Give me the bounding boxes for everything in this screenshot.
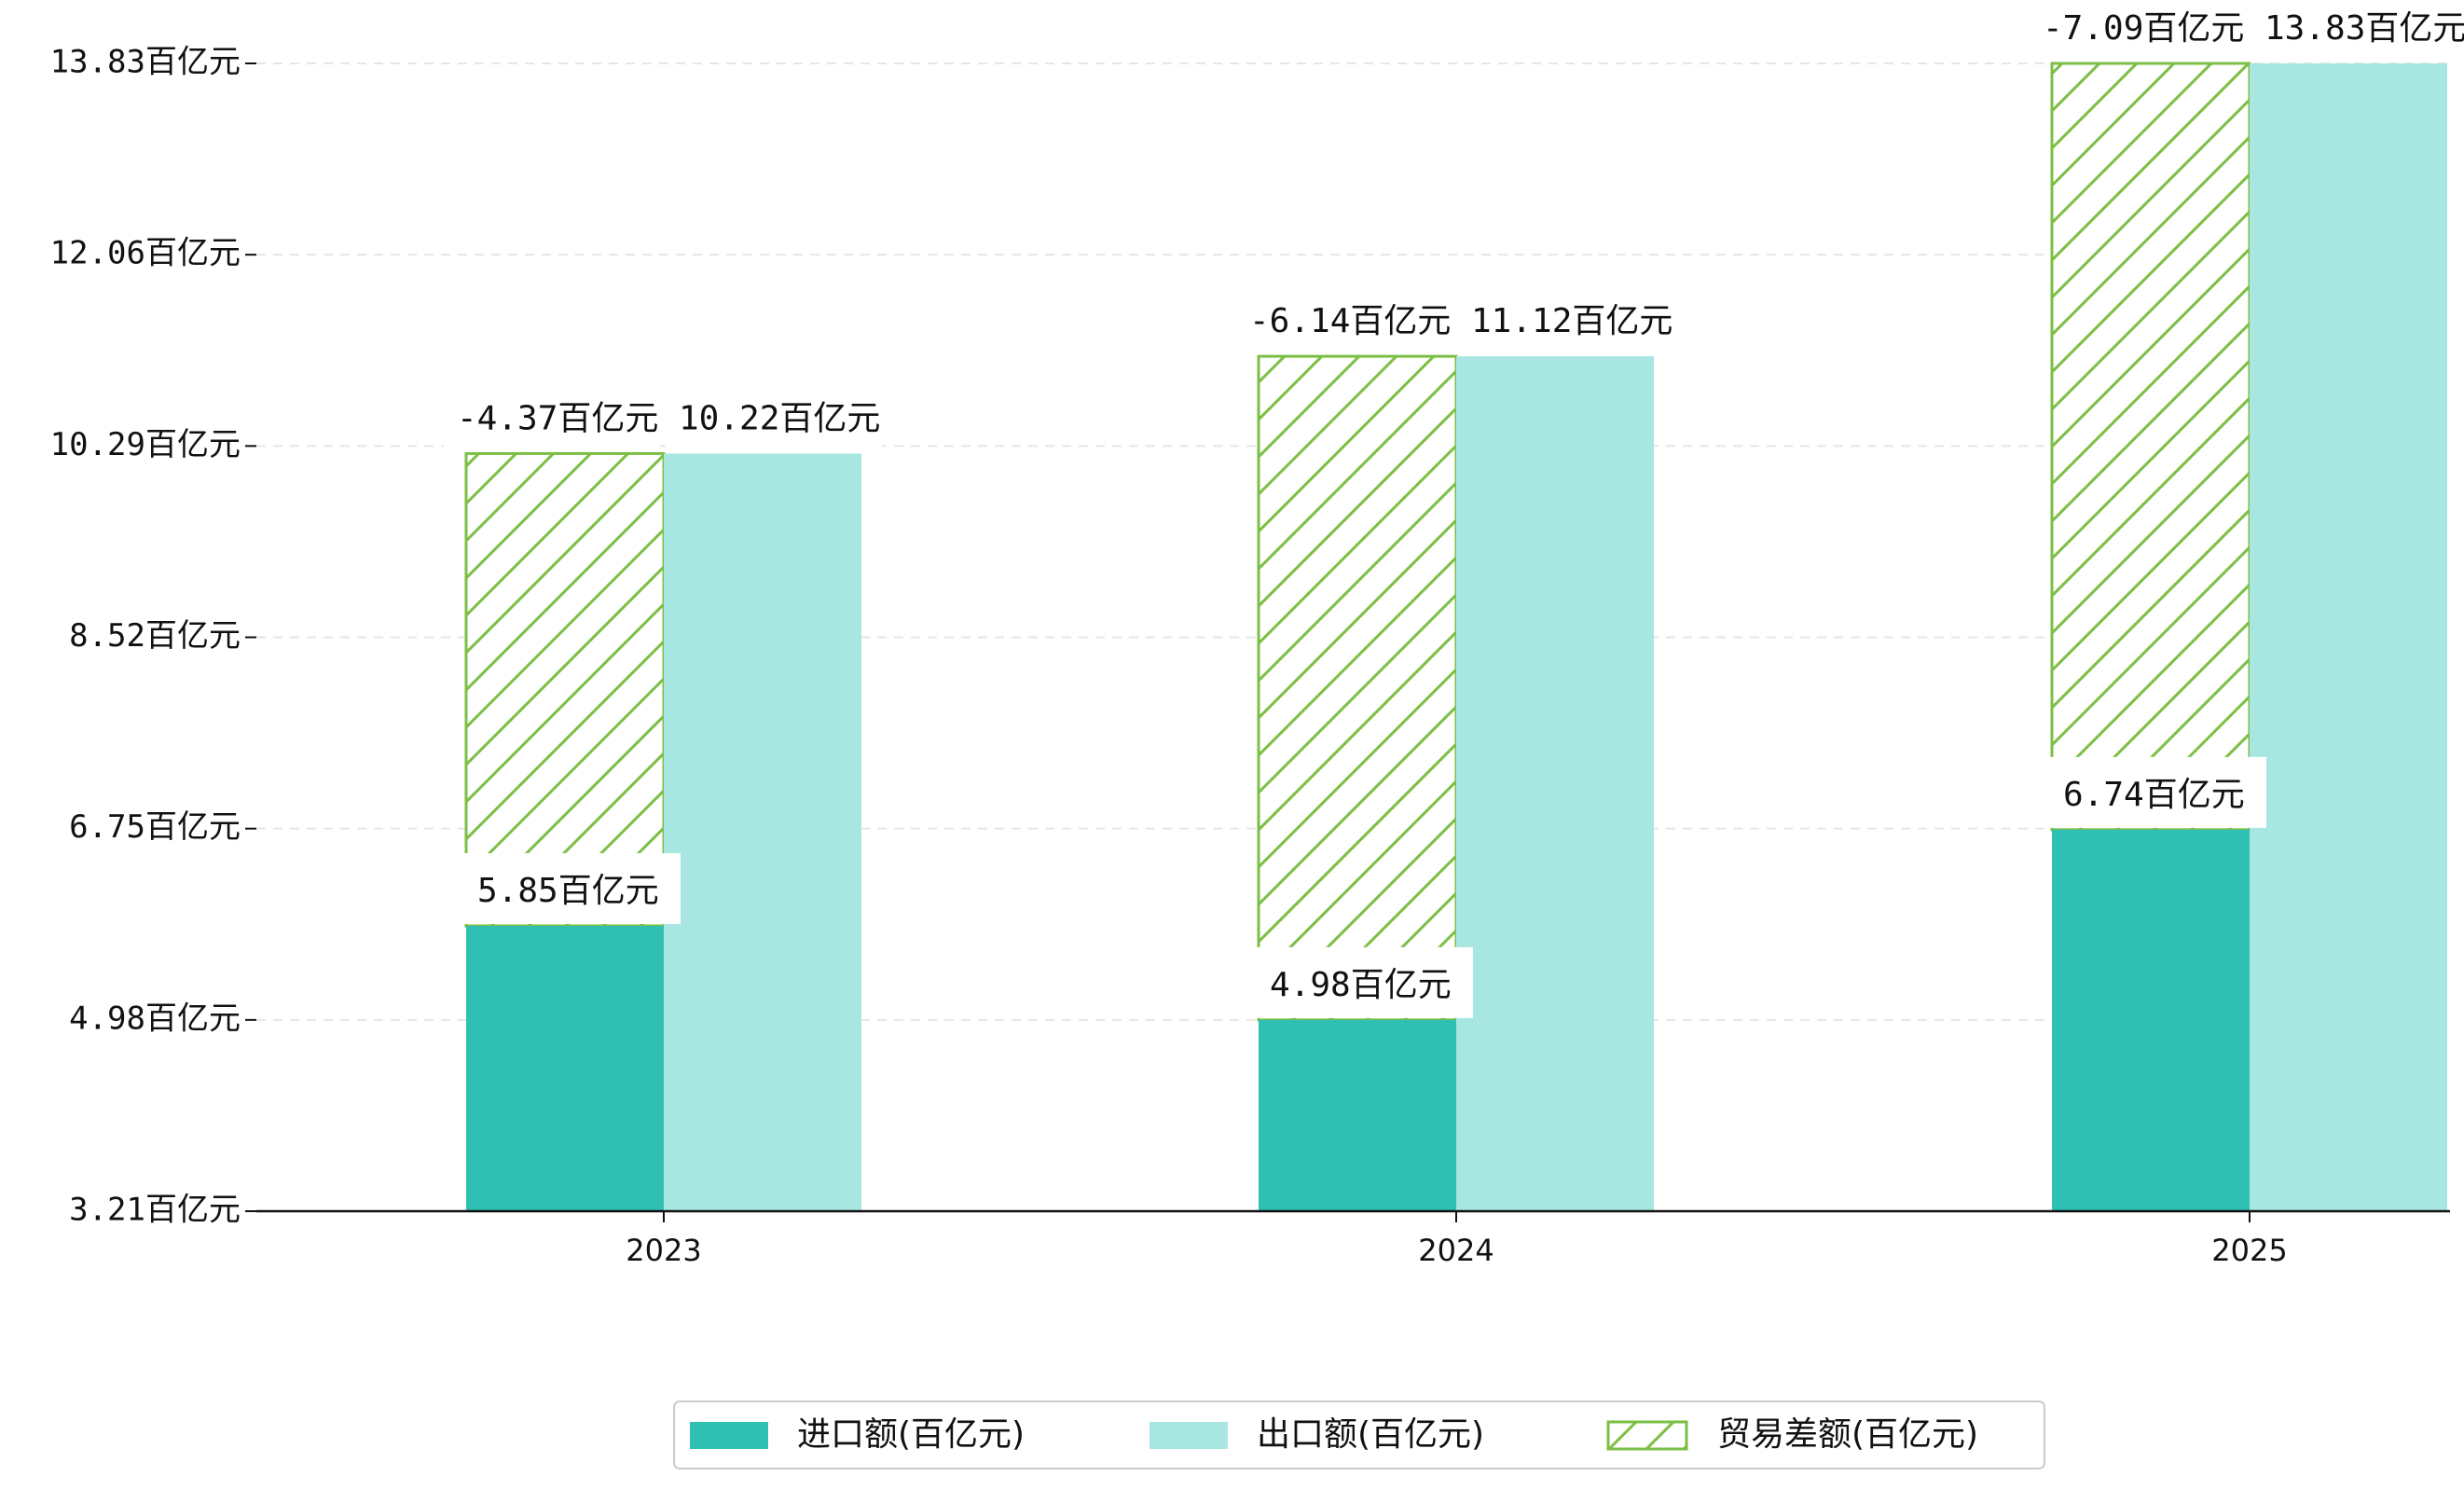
x-axis: 2023 2024 2025: [256, 1209, 2450, 1268]
y-tick-label: 10.29百亿元: [50, 426, 241, 463]
label-balance-2024-bg: [1236, 283, 1452, 355]
bar-balance-2025: [2050, 62, 2251, 832]
y-tick-label: 3.21百亿元: [69, 1192, 241, 1229]
label-import-2025: 6.74百亿元: [2063, 776, 2245, 814]
label-balance-2023-bg: [444, 380, 660, 452]
y-tick-label: 12.06百亿元: [50, 235, 241, 272]
x-tick-label: 2023: [626, 1233, 701, 1268]
label-import-2025-bg: [2050, 756, 2266, 828]
bar-export-2023: [664, 453, 861, 1211]
label-balance-2025: -7.09百亿元: [2043, 9, 2244, 48]
y-tick-label: 13.83百亿元: [50, 44, 241, 81]
legend-label-1: 进口额(百亿元): [797, 1415, 1025, 1454]
label-import-2024: 4.98百亿元: [1270, 966, 1452, 1004]
label-import-2023-bg: [464, 852, 681, 924]
data-labels: 10.22百亿元 5.85百亿元 -4.37百亿元 11.12百亿元 4.98百亿元 -6…: [444, 0, 2464, 1018]
bar-balance-2024: [1257, 354, 1458, 1022]
y-tick-label: 8.52百亿元: [69, 617, 241, 655]
label-import-2023: 5.85百亿元: [477, 872, 659, 910]
label-balance-2023: -4.37百亿元: [457, 399, 658, 437]
x-tick-label: 2025: [2211, 1233, 2287, 1268]
label-export-2024: 11.12百亿元: [1471, 302, 1672, 340]
label-export-2023: 10.22百亿元: [679, 399, 880, 437]
legend: 进口额(百亿元) 出口额(百亿元) 贸易差额(百亿元): [673, 1400, 2045, 1469]
legend-label-2: 出口额(百亿元): [1257, 1415, 1484, 1454]
legend-swatch-3: [1606, 1420, 1688, 1451]
legend-swatch-2: [1149, 1422, 1228, 1449]
label-export-2025: 13.83百亿元: [2264, 9, 2464, 48]
label-import-2024-bg: [1257, 946, 1473, 1018]
bar-export-2025: [2250, 63, 2447, 1211]
y-axis: 3.21百亿元 4.98百亿元 6.75百亿元 8.52百亿元 10.29百亿元 12.0…: [50, 44, 256, 1229]
y-tick-label: 4.98百亿元: [69, 1000, 241, 1037]
y-tick-label: 6.75百亿元: [69, 808, 241, 846]
bar-import-2025: [2052, 829, 2250, 1211]
bar-import-2023: [466, 925, 664, 1211]
legend-label-3: 贸易差额(百亿元): [1717, 1415, 1978, 1454]
label-balance-2024: -6.14百亿元: [1249, 302, 1451, 340]
label-export-2023-bg: [666, 380, 882, 452]
label-balance-2025-bg: [2030, 0, 2246, 62]
label-export-2024-bg: [1458, 283, 1674, 355]
bars: [464, 62, 2447, 1211]
label-export-2025-bg: [2251, 0, 2464, 62]
bar-import-2024: [1259, 1019, 1456, 1211]
legend-box: [673, 1400, 2045, 1469]
bar-export-2024: [1456, 356, 1654, 1211]
legend-swatch-1: [690, 1422, 768, 1449]
x-tick-label: 2024: [1418, 1233, 1494, 1268]
